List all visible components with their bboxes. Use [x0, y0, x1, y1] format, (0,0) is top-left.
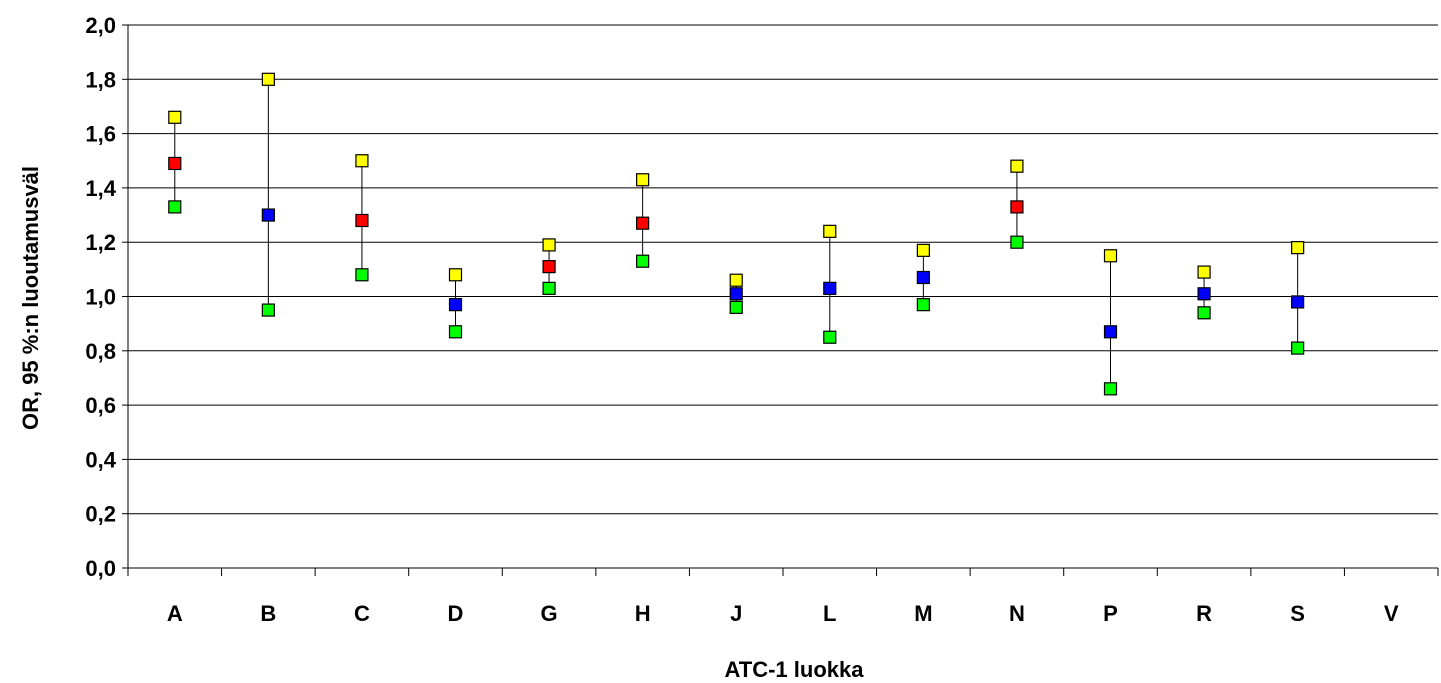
- y-tick-label: 0,8: [85, 339, 116, 364]
- or-marker-G: [542, 260, 556, 274]
- y-tick-label: 1,8: [85, 67, 116, 92]
- lower-ci-marker-N: [1010, 235, 1024, 249]
- gridlines: [128, 24, 1438, 515]
- y-tick-label: 0,6: [85, 393, 116, 418]
- y-axis-title: OR, 95 %:n luoutamusväl: [18, 166, 43, 430]
- lower-ci-marker-G: [542, 281, 556, 295]
- y-tick-label: 1,4: [85, 176, 116, 201]
- upper-ci-marker-P: [1103, 249, 1118, 263]
- x-tick-label: R: [1196, 601, 1212, 626]
- axes: [122, 24, 1439, 576]
- upper-ci-marker-J: [729, 273, 743, 287]
- lower-ci-marker-J: [729, 300, 743, 314]
- or-marker-P: [1103, 325, 1118, 339]
- or-marker-J: [729, 287, 743, 301]
- y-tick-label: 1,2: [85, 230, 116, 255]
- upper-ci-marker-C: [355, 154, 369, 168]
- or-marker-D: [448, 298, 463, 312]
- lower-ci-marker-B: [261, 303, 275, 317]
- lower-ci-marker-M: [916, 298, 930, 312]
- upper-ci-marker-H: [636, 173, 650, 187]
- upper-ci-marker-R: [1197, 265, 1211, 279]
- upper-ci-marker-D: [448, 268, 463, 282]
- or-marker-R: [1197, 287, 1211, 301]
- lower-ci-marker-D: [448, 325, 463, 339]
- upper-ci-marker-G: [542, 238, 556, 252]
- x-tick-label: A: [167, 601, 183, 626]
- or-marker-B: [261, 208, 275, 222]
- x-tick-label: C: [354, 601, 370, 626]
- confidence-interval-lines: [174, 79, 1299, 389]
- lower-ci-marker-R: [1197, 306, 1211, 320]
- or-marker-A: [168, 156, 182, 171]
- upper-ci-marker-S: [1291, 241, 1305, 255]
- y-tick-label: 2,0: [85, 13, 116, 38]
- y-tick-label: 1,6: [85, 122, 116, 147]
- y-tick-labels: 0,0 0,2 0,4 0,6 0,8 1,0 1,2 1,4 1,6 1,8 2,0: [85, 13, 116, 581]
- lower-ci-marker-S: [1291, 341, 1305, 355]
- y-tick-label: 0,0: [85, 556, 116, 581]
- or-marker-N: [1010, 200, 1024, 214]
- x-tick-label: N: [1009, 601, 1025, 626]
- x-tick-label: B: [260, 601, 276, 626]
- x-tick-label: G: [541, 601, 558, 626]
- or-marker-M: [916, 270, 930, 285]
- x-tick-label: H: [635, 601, 651, 626]
- or-marker-C: [355, 213, 369, 228]
- x-tick-label: P: [1103, 601, 1118, 626]
- lower-ci-marker-A: [168, 200, 182, 214]
- or-marker-S: [1291, 295, 1305, 309]
- lower-ci-marker-C: [355, 268, 369, 282]
- y-tick-label: 0,4: [85, 447, 116, 472]
- upper-ci-marker-M: [916, 243, 930, 257]
- y-tick-label: 1,0: [85, 285, 116, 310]
- x-tick-label: L: [823, 601, 836, 626]
- lower-ci-marker-H: [636, 254, 650, 268]
- or-marker-H: [636, 216, 650, 230]
- x-tick-label: J: [730, 601, 742, 626]
- y-tick-label: 0,2: [85, 502, 116, 527]
- x-tick-label: V: [1384, 601, 1399, 626]
- lower-ci-marker-L: [823, 330, 837, 344]
- data-markers: [168, 72, 1305, 396]
- upper-ci-marker-B: [261, 72, 275, 86]
- upper-ci-marker-N: [1010, 159, 1024, 173]
- x-tick-label: S: [1290, 601, 1305, 626]
- lower-ci-marker-P: [1103, 382, 1118, 396]
- upper-ci-marker-L: [823, 224, 837, 238]
- or-marker-L: [823, 281, 837, 295]
- x-axis-title: ATC-1 luokka: [725, 657, 865, 678]
- upper-ci-marker-A: [168, 110, 182, 124]
- x-tick-label: M: [914, 601, 932, 626]
- x-tick-label: D: [448, 601, 464, 626]
